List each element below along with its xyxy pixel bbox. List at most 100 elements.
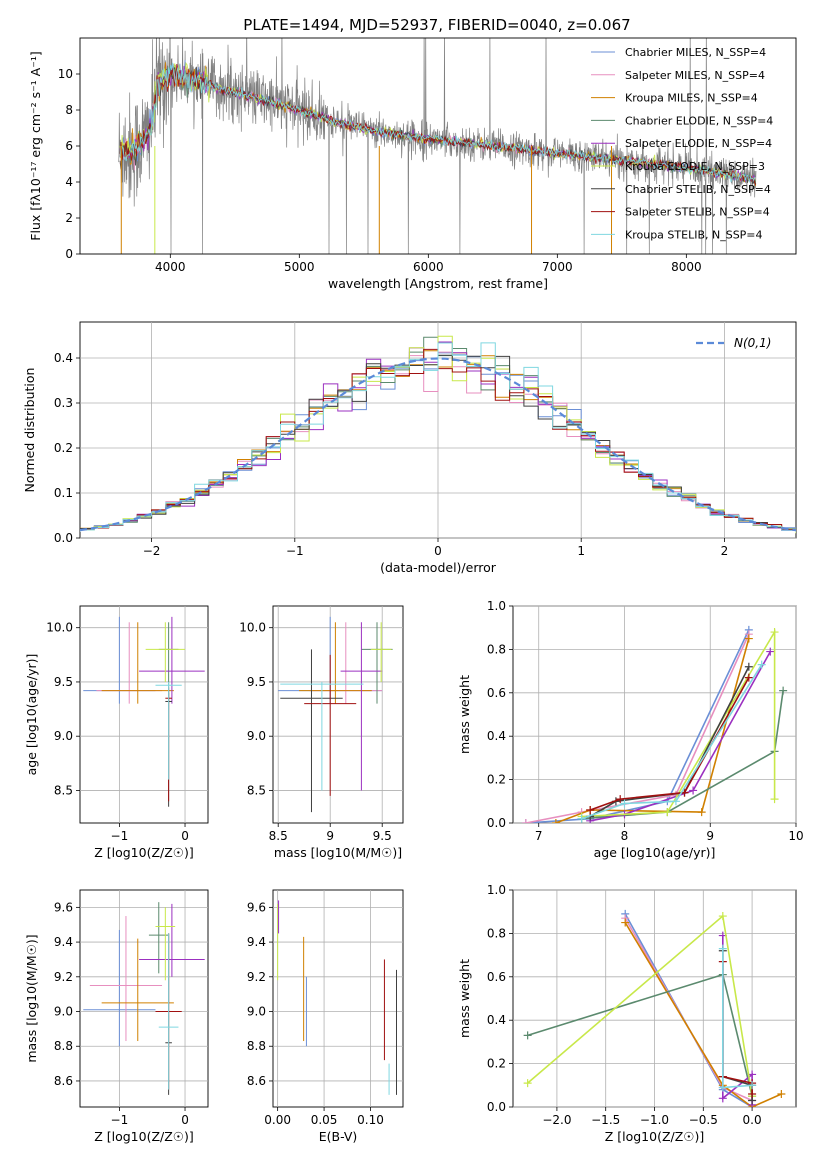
legend-label: Kroupa MILES, N_SSP=4 xyxy=(625,92,758,105)
weight-marker xyxy=(663,808,672,817)
x-tick-label: 0.10 xyxy=(357,1113,384,1127)
weight-line xyxy=(525,633,750,823)
y-axis-label: age [log10(age/yr)] xyxy=(24,654,39,776)
y-tick-label: 8 xyxy=(65,103,73,117)
x-tick-label: 5000 xyxy=(284,260,315,274)
weight-marker xyxy=(523,1079,532,1088)
mass-vs-Z-panel: −1 0 8.6 8.8 9.0 9.2 9.4 9.6 Z [log10(Z/Z☉)] mass… xyxy=(24,889,209,1144)
y-tick-label: 0.2 xyxy=(487,1057,506,1071)
y-axis-label: Flux [fλ10⁻¹⁷ erg cm⁻² s⁻¹ A⁻¹] xyxy=(28,51,43,240)
y-tick-label: 9.2 xyxy=(247,970,266,984)
y-tick-label: 10.0 xyxy=(46,621,73,635)
y-tick-label: 9.2 xyxy=(54,970,73,984)
x-tick-label: 9 xyxy=(326,829,334,843)
x-tick-label: 0.0 xyxy=(743,1113,762,1127)
spectrum-panel: 4000 5000 6000 7000 8000 0 2 4 6 8 10 wavelength [A… xyxy=(28,37,797,291)
weight-marker xyxy=(521,819,530,823)
y-tick-label: 9.5 xyxy=(54,675,73,689)
weight-line xyxy=(555,638,750,823)
weight-vs-Z-plot-area xyxy=(523,909,786,1107)
y-tick-label: 1.0 xyxy=(487,883,506,897)
y-tick-label: 9.0 xyxy=(247,729,266,743)
x-tick-label: −2.0 xyxy=(542,1113,571,1127)
weight-marker xyxy=(718,944,727,953)
y-tick-label: 0.6 xyxy=(487,970,506,984)
legend-label: Salpeter MILES, N_SSP=4 xyxy=(625,69,765,82)
age-vs-mass-panel: 8.5 9 9.5 8.5 9.0 9.5 10.0 mass [log10(M/M☉)] xyxy=(239,605,404,860)
legend-label: Chabrier ELODIE, N_SSP=4 xyxy=(625,114,773,127)
x-tick-label: −0.5 xyxy=(689,1113,718,1127)
y-tick-label: 0 xyxy=(65,247,73,261)
y-tick-label: 8.5 xyxy=(247,783,266,797)
weight-marker xyxy=(744,634,753,643)
age-vs-Z-plot-area xyxy=(83,616,205,807)
x-axis-label: E(B-V) xyxy=(319,1129,358,1144)
x-axis-label: (data-model)/error xyxy=(380,560,497,575)
x-tick-label: 0 xyxy=(181,829,189,843)
y-tick-label: 4 xyxy=(65,175,73,189)
weight-vs-age-plot-area xyxy=(521,625,788,823)
y-tick-label: 8.6 xyxy=(54,1074,73,1088)
weight-marker xyxy=(770,628,779,637)
weight-marker xyxy=(577,814,586,823)
y-axis-label: Normed distribution xyxy=(22,368,37,493)
x-axis-label: mass [log10(M/M☉)] xyxy=(274,845,402,860)
spectrum-plot-area xyxy=(118,38,757,254)
weight-line xyxy=(581,664,763,820)
weight-line xyxy=(624,913,753,1107)
axes-frame xyxy=(272,889,404,1108)
weight-marker xyxy=(748,1081,757,1090)
y-tick-label: 0.0 xyxy=(487,816,506,830)
weight-marker xyxy=(766,647,775,656)
x-tick-label: −1 xyxy=(111,829,129,843)
y-axis-label: mass weight xyxy=(457,959,472,1038)
weight-marker xyxy=(586,805,595,814)
legend-label: Chabrier STELIB, N_SSP=4 xyxy=(625,183,771,196)
x-tick-label: 0.05 xyxy=(311,1113,338,1127)
x-tick-label: 9 xyxy=(706,829,714,843)
age-vs-Z-panel: −1 0 8.5 9.0 9.5 10.0 Z [log10(Z/Z☉)] age [log1… xyxy=(24,605,209,860)
x-tick-label: 6000 xyxy=(413,260,444,274)
age-vs-mass-plot-area xyxy=(278,616,393,813)
weight-marker xyxy=(523,1031,532,1040)
y-tick-label: 8.8 xyxy=(247,1039,266,1053)
x-tick-label: 8000 xyxy=(671,260,702,274)
y-tick-label: 10 xyxy=(58,67,73,81)
y-tick-label: 6 xyxy=(65,139,73,153)
y-tick-label: 0.2 xyxy=(54,441,73,455)
y-tick-label: 9.6 xyxy=(247,900,266,914)
weight-line xyxy=(525,629,750,823)
weight-vs-Z-panel: −2.0 −1.5 −1.0 −0.5 0.0 0.0 0.2 0.4 0.6 0.8 1.0 Z [… xyxy=(457,883,797,1144)
axes-frame xyxy=(272,605,404,824)
y-tick-label: 2 xyxy=(65,211,73,225)
x-axis-label: Z [log10(Z/Z☉)] xyxy=(94,845,194,860)
legend-label: N(0,1) xyxy=(734,336,771,350)
y-tick-label: 0.4 xyxy=(487,1013,506,1027)
y-tick-label: 9.6 xyxy=(54,900,73,914)
weight-marker xyxy=(779,686,788,695)
weight-marker xyxy=(748,1089,757,1098)
x-tick-label: 8.5 xyxy=(269,829,288,843)
x-tick-label: 0 xyxy=(181,1113,189,1127)
x-tick-label: 0 xyxy=(434,544,442,558)
mass-vs-Z-plot-area xyxy=(83,902,205,1095)
weight-marker xyxy=(744,662,753,671)
weight-marker xyxy=(770,795,779,804)
model-spectrum-line xyxy=(119,62,756,184)
weight-marker xyxy=(697,808,706,817)
figure-title: PLATE=1494, MJD=52937, FIBERID=0040, z=0… xyxy=(243,16,630,34)
x-tick-label: −1.5 xyxy=(591,1113,620,1127)
y-tick-label: 8.8 xyxy=(54,1039,73,1053)
y-tick-label: 0.8 xyxy=(487,642,506,656)
x-axis-label: age [log10(age/yr)] xyxy=(594,845,716,860)
weight-marker xyxy=(748,1070,757,1079)
weight-marker xyxy=(718,1083,727,1092)
x-tick-label: −1 xyxy=(111,1113,129,1127)
axes-frame xyxy=(79,889,209,1108)
y-tick-label: 0.4 xyxy=(487,729,506,743)
y-tick-label: 8.5 xyxy=(54,783,73,797)
x-tick-label: 9.5 xyxy=(373,829,392,843)
x-tick-label: 10 xyxy=(788,829,803,843)
